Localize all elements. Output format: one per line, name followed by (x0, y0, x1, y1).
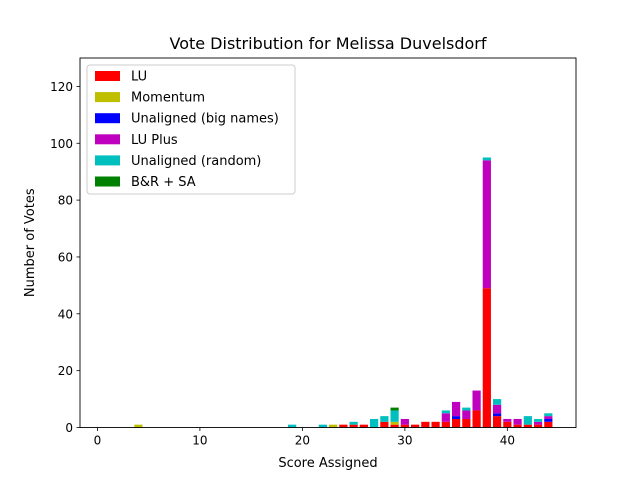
bar-segment (370, 418, 379, 428)
bar-segment (523, 424, 532, 428)
bar-segment (492, 404, 502, 414)
bar-segment (462, 418, 471, 428)
bar-segment (134, 424, 143, 428)
bar-segment (400, 418, 409, 425)
bar-segment (482, 160, 491, 289)
bar-segment (431, 421, 440, 428)
x-tick-label: 0 (94, 434, 102, 448)
bar-segment (523, 416, 532, 425)
bar-segment (380, 416, 389, 422)
bar-segment (533, 421, 543, 425)
bar-segment (513, 424, 522, 428)
bar-segment (492, 413, 502, 417)
bar-segment (513, 418, 522, 425)
y-tick-label: 100 (50, 137, 73, 151)
bar-segment (318, 424, 327, 428)
x-tick-label: 20 (295, 434, 310, 448)
legend-swatch (95, 155, 120, 166)
legend-swatch (95, 92, 120, 103)
bar-segment (544, 421, 553, 428)
bar-segment (452, 401, 461, 417)
bar-segment (339, 424, 348, 428)
bar-segment (400, 424, 409, 428)
bar-segment (482, 288, 491, 428)
legend-swatch (95, 134, 120, 145)
bar-segment (544, 418, 553, 422)
bar-segment (349, 424, 358, 428)
legend-swatch (95, 71, 120, 81)
bar-segment (390, 410, 399, 422)
bar-segment (482, 157, 491, 161)
bar-segment (390, 421, 399, 425)
bar-segment (411, 424, 420, 428)
bar-segment (380, 421, 389, 428)
bar-segment (452, 418, 461, 428)
bar-segment (349, 421, 358, 425)
y-tick-label: 80 (58, 194, 73, 208)
y-tick-label: 120 (50, 80, 73, 94)
y-tick-label: 60 (58, 250, 73, 264)
bar-segment (421, 421, 430, 428)
y-tick-label: 20 (58, 364, 73, 378)
bar-segment (462, 410, 471, 419)
chart-title: Vote Distribution for Melissa Duvelsdorf (169, 34, 486, 53)
bar-segment (452, 416, 461, 419)
bar-segment (441, 413, 450, 422)
bar-segment (492, 399, 502, 405)
y-tick-label: 40 (58, 307, 73, 321)
x-tick-label: 10 (192, 434, 207, 448)
bar-segment (288, 424, 297, 428)
bar-segment (390, 424, 399, 428)
bar-segment (329, 424, 338, 428)
legend: LU Momentum Unaligned (big names) LU Plus Un… (86, 64, 296, 195)
legend-label: Momentum (131, 91, 205, 106)
plot-frame (79, 57, 577, 428)
legend-box (86, 64, 296, 195)
bar-segment (533, 418, 543, 422)
y-axis-label: Number of Votes (23, 188, 38, 297)
legend-label: LU Plus (131, 133, 178, 148)
legend-label: LU (131, 70, 147, 85)
bar-segment (503, 421, 512, 428)
legend-label: Unaligned (random) (131, 154, 261, 169)
legend-swatch (95, 113, 120, 124)
bar-segment (533, 424, 543, 428)
x-tick-label: 40 (500, 434, 515, 448)
legend-swatch (95, 176, 120, 187)
bar-segment (441, 421, 450, 428)
legend-label: B&R + SA (131, 175, 196, 190)
bar-segment (462, 407, 471, 411)
bar-segment (441, 410, 450, 414)
bar-segment (472, 390, 481, 411)
x-tick-label: 30 (397, 434, 412, 448)
bar-segment (492, 416, 502, 428)
bar-segment (472, 410, 481, 428)
bar-segment (390, 407, 399, 411)
bar-segment (503, 418, 512, 422)
x-axis-label: Score Assigned (278, 456, 377, 471)
bar-segment (544, 413, 553, 417)
legend-label: Unaligned (big names) (131, 112, 279, 127)
y-tick-label: 0 (65, 421, 73, 435)
bar-segment (544, 416, 553, 419)
bar-segment (359, 424, 368, 428)
